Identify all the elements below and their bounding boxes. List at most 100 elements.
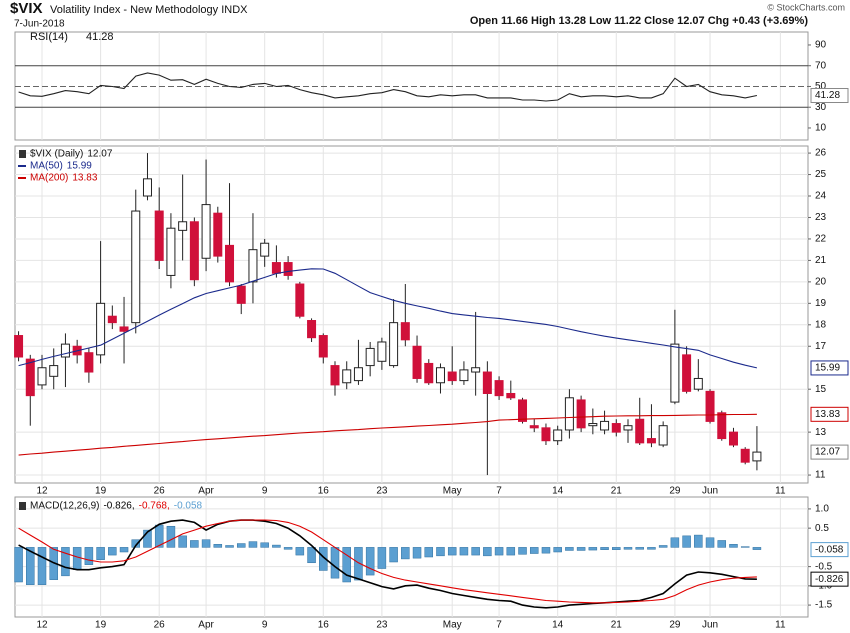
histogram-bar (670, 537, 680, 548)
y-tick-label: 25 (815, 169, 827, 180)
histogram-bar (401, 547, 410, 560)
value-box-label: 13.83 (815, 409, 840, 420)
histogram-bar (658, 545, 668, 548)
x-tick-label: 19 (95, 620, 107, 631)
histogram-bar (248, 541, 258, 548)
candle-body (518, 399, 528, 422)
histogram-bar (108, 547, 117, 556)
histogram-bar (72, 547, 82, 570)
legend-icon (19, 502, 26, 510)
candle-body (154, 210, 164, 261)
histogram-bar (518, 547, 527, 555)
histogram-bar (307, 547, 316, 564)
candle-body (353, 367, 363, 382)
histogram-bar (61, 547, 70, 577)
y-tick-label: 21 (815, 255, 827, 266)
candle-body (236, 285, 246, 304)
histogram-bar (295, 547, 305, 556)
histogram-bar (635, 547, 644, 550)
candle-body (412, 345, 422, 379)
candle-body (283, 262, 293, 276)
histogram-bar (84, 547, 94, 565)
candle-body (260, 242, 270, 257)
histogram-bar (729, 544, 738, 548)
candle-body (564, 397, 574, 431)
line (18, 519, 757, 604)
candle-body (25, 358, 35, 397)
line (18, 268, 758, 369)
line (18, 519, 757, 609)
candle-body (740, 448, 750, 463)
value-box-label: -0.826 (815, 574, 844, 585)
candle-body (14, 335, 24, 358)
x-tick-label: 21 (611, 620, 623, 631)
date: 7-Jun-2018 (14, 19, 65, 30)
histogram-bar (283, 547, 293, 550)
value-box (810, 542, 849, 558)
candle-body (330, 365, 340, 386)
x-tick-label: 9 (262, 486, 268, 497)
y-tick-label: 24 (815, 191, 827, 202)
histogram-bar (506, 547, 516, 556)
value-box (810, 406, 849, 422)
candle-body (576, 399, 586, 429)
x-tick-label: 12 (36, 486, 48, 497)
histogram-bar (26, 547, 35, 585)
candle-body (611, 423, 621, 433)
histogram-bar (682, 535, 691, 548)
histogram-bar (647, 547, 656, 550)
histogram-bar (260, 542, 269, 548)
instrument-name: Volatility Index - New Methodology INDX (50, 4, 248, 16)
candle-body (307, 320, 317, 339)
y-tick-label: 70 (815, 60, 827, 71)
histogram-bar (588, 547, 598, 551)
y-tick-label: 20 (815, 277, 827, 288)
y-tick-label: 23 (815, 212, 827, 223)
y-tick-label: -0.5 (815, 561, 833, 572)
candle-body (60, 343, 70, 358)
y-tick-label: 26 (815, 148, 827, 159)
x-tick-label: 12 (36, 620, 48, 631)
candle-body (400, 322, 410, 341)
line (18, 413, 757, 456)
histogram-bar (459, 547, 469, 556)
candle-body (471, 367, 481, 373)
x-tick-label: 9 (262, 620, 268, 631)
histogram-bar (190, 540, 199, 548)
histogram-bar (225, 545, 234, 548)
histogram-bar (436, 547, 445, 557)
histogram-bar (389, 547, 398, 563)
histogram-bar (272, 544, 281, 548)
copyright: © StockCharts.com (767, 2, 845, 12)
candle-body (389, 322, 399, 367)
candle-body (482, 371, 492, 394)
candle-body (131, 210, 141, 324)
y-tick-label: 19 (815, 298, 827, 309)
histogram-bar (37, 547, 47, 585)
x-tick-label: May (443, 620, 462, 631)
y-tick-label: 22 (815, 234, 827, 245)
histogram-bar (740, 546, 750, 548)
value-box (810, 88, 849, 104)
candle-body (271, 262, 281, 274)
y-tick-label: 30 (815, 102, 827, 113)
y-tick-label: 17 (815, 341, 827, 352)
histogram-bar (14, 547, 23, 583)
candle-body (588, 423, 598, 427)
y-tick-label: 1.0 (815, 504, 829, 515)
candle-body (494, 380, 504, 397)
histogram-bar (330, 547, 340, 579)
candle-body (447, 371, 457, 382)
value-box-label: -0.058 (815, 544, 844, 555)
candle-body (728, 431, 738, 446)
candle-body (107, 315, 117, 324)
x-tick-label: 21 (611, 486, 623, 497)
histogram-bar (494, 547, 504, 556)
histogram-bar (236, 543, 246, 548)
candle-body (248, 249, 258, 283)
x-tick-label: May (443, 486, 462, 497)
x-tick-label: 23 (376, 620, 388, 631)
x-tick-label: 11 (775, 486, 786, 497)
candle-body (541, 427, 551, 442)
